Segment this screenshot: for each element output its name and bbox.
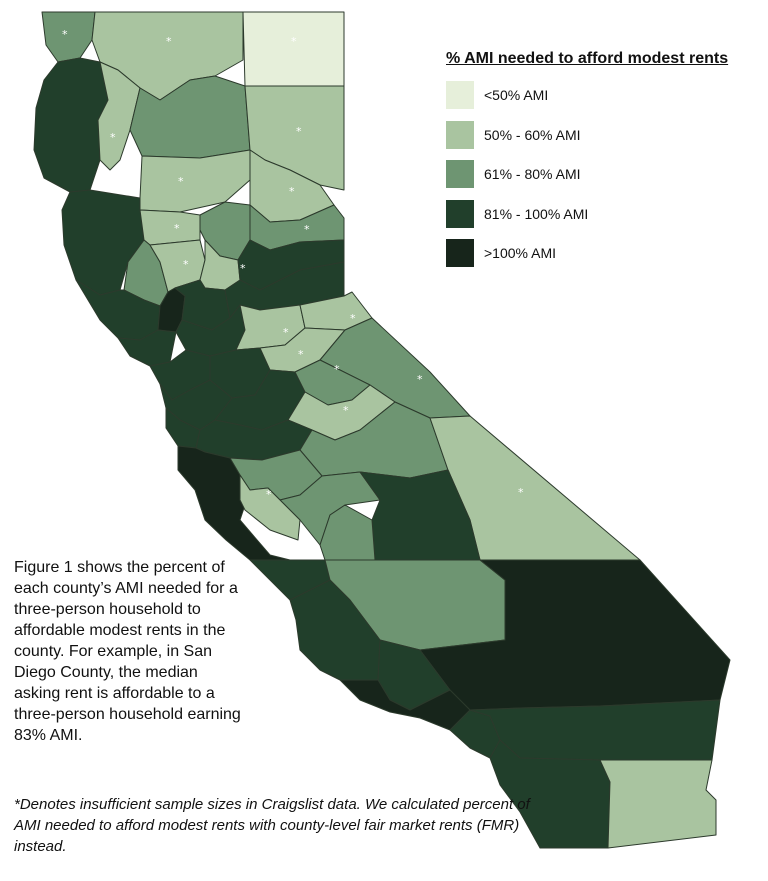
- asterisk-marker: *: [110, 131, 116, 144]
- legend-item-below-50: <50% AMI: [446, 80, 756, 110]
- county-humboldt: [33, 57, 109, 193]
- legend-swatch: [446, 81, 474, 109]
- legend-item-81-100: 81% - 100% AMI: [446, 199, 756, 229]
- asterisk-marker: *: [291, 35, 297, 48]
- legend-swatch: [446, 239, 474, 267]
- legend-label: <50% AMI: [484, 87, 549, 103]
- county-monterey: [177, 445, 291, 561]
- legend-item-50-60: 50% - 60% AMI: [446, 120, 756, 150]
- footnote: *Denotes insufficient sample sizes in Cr…: [14, 796, 530, 855]
- asterisk-marker: *: [283, 326, 289, 339]
- asterisk-marker: *: [266, 488, 272, 501]
- asterisk-marker: *: [334, 363, 340, 376]
- county-del-norte: [41, 11, 96, 63]
- asterisk-marker: *: [296, 125, 302, 138]
- legend-swatch: [446, 199, 474, 228]
- county-kern-west: [239, 474, 301, 541]
- asterisk-marker: *: [298, 348, 304, 361]
- asterisk-marker: *: [240, 262, 246, 275]
- legend-item-above-100: >100% AMI: [446, 238, 756, 268]
- legend-label: 50% - 60% AMI: [484, 126, 581, 143]
- asterisk-marker: *: [166, 35, 172, 48]
- asterisk-marker: *: [417, 373, 423, 386]
- asterisk-marker: *: [174, 222, 180, 235]
- asterisk-marker: *: [183, 258, 189, 271]
- legend-item-61-80: 61% - 80% AMI: [446, 159, 756, 189]
- asterisk-marker: *: [289, 185, 295, 198]
- county-los-angeles: [339, 679, 471, 731]
- asterisk-marker: *: [178, 175, 184, 188]
- county-glenn: [139, 209, 201, 246]
- county-trinity: [97, 61, 141, 171]
- legend-label: >100% AMI: [484, 245, 556, 261]
- figure-caption: Figure 1 shows the percent of each count…: [14, 559, 241, 744]
- legend-label: 61% - 80% AMI: [484, 166, 581, 182]
- county-modoc: [242, 11, 345, 87]
- legend-swatch: [446, 160, 474, 188]
- county-tulare: [279, 471, 381, 546]
- asterisk-marker: *: [62, 28, 68, 41]
- legend-swatch: [446, 120, 474, 149]
- legend-label: 81% - 100% AMI: [484, 205, 589, 222]
- county-marin: [117, 329, 177, 367]
- legend-title: % AMI needed to afford modest rents: [446, 50, 729, 67]
- asterisk-marker: *: [343, 404, 349, 417]
- county-imperial: [599, 759, 717, 849]
- asterisk-marker: *: [350, 312, 356, 325]
- legend: % AMI needed to afford modest rents <50%…: [446, 50, 756, 278]
- asterisk-marker: *: [518, 486, 524, 499]
- asterisk-marker: *: [304, 223, 310, 236]
